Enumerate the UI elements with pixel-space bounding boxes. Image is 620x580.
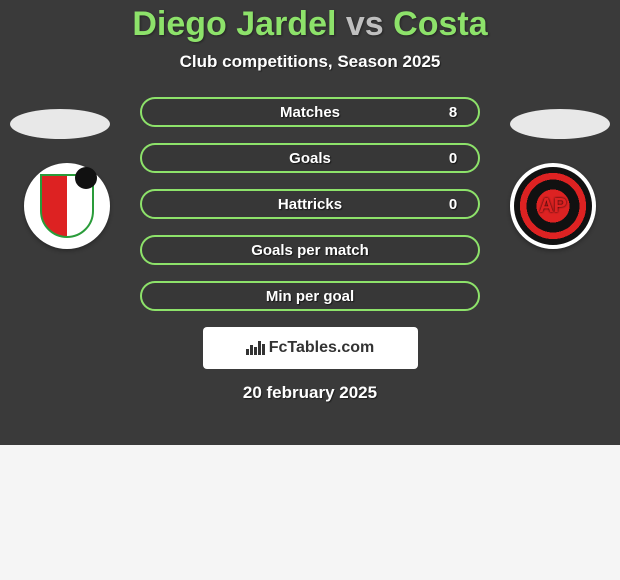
player1-club-badge [24,163,110,249]
stat-row-mpg: Min per goal [140,281,480,311]
stat-label: Goals [192,150,428,167]
player2-avatar-placeholder [510,109,610,139]
badge-text-icon: AP [539,195,567,218]
ball-icon [75,167,97,189]
player2-name: Costa [393,5,487,43]
stat-row-hattricks: Hattricks 0 [140,189,480,219]
card-title: Diego Jardel vs Costa [0,5,620,44]
stat-row-goals: Goals 0 [140,143,480,173]
stat-right-value: 0 [428,196,478,213]
subtitle: Club competitions, Season 2025 [0,52,620,72]
stat-rows: Matches 8 Goals 0 Hattricks 0 Goals per … [140,97,480,311]
brand-text: FcTables.com [269,339,375,357]
stat-right-value: 8 [428,104,478,121]
vs-text: vs [346,5,384,43]
stat-right-value: 0 [428,150,478,167]
stat-label: Min per goal [192,288,428,305]
shield-icon [40,174,94,238]
player1-name: Diego Jardel [132,5,336,43]
stat-row-gpm: Goals per match [140,235,480,265]
comparison-card: Diego Jardel vs Costa Club competitions,… [0,0,620,445]
stats-area: AP Matches 8 Goals 0 Hattricks 0 Goals p… [0,97,620,403]
stat-row-matches: Matches 8 [140,97,480,127]
player2-club-badge: AP [510,163,596,249]
player1-avatar-placeholder [10,109,110,139]
stat-label: Matches [192,104,428,121]
bar-chart-icon [246,341,265,355]
brand-box: FcTables.com [203,327,418,369]
stat-label: Hattricks [192,196,428,213]
date-text: 20 february 2025 [0,383,620,403]
stat-label: Goals per match [192,242,428,259]
